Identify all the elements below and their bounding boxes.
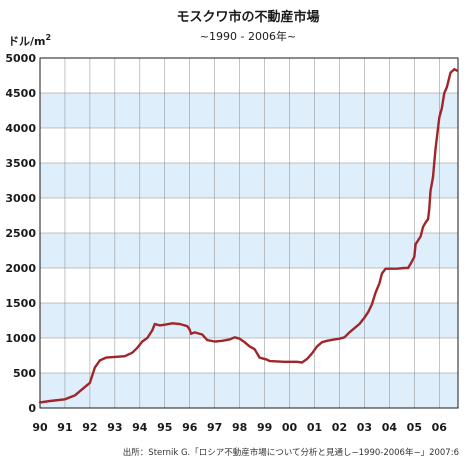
y-tick-label: 3500 <box>5 157 36 170</box>
y-tick-label: 4000 <box>5 122 36 135</box>
x-tick-label: 97 <box>207 421 222 434</box>
x-tick-label: 91 <box>57 421 72 434</box>
y-tick-label: 3000 <box>5 192 36 205</box>
y-tick-label: 1000 <box>5 332 36 345</box>
plot-band <box>40 93 458 128</box>
plot-band <box>40 373 458 408</box>
x-tick-label: 04 <box>382 421 398 434</box>
y-tick-label: 5000 <box>5 52 36 65</box>
y-axis-unit-superscript: 2 <box>45 33 51 42</box>
x-tick-label: 05 <box>407 421 422 434</box>
x-tick-label: 06 <box>432 421 448 434</box>
x-tick-label: 99 <box>257 421 272 434</box>
x-tick-label: 00 <box>282 421 298 434</box>
y-axis-ticks: 0 500 1000 1500 2000 2500 3000 3500 4000 4500 5000 <box>5 52 36 415</box>
x-tick-label: 93 <box>107 421 122 434</box>
y-tick-label: 0 <box>28 402 36 415</box>
y-axis-unit: ドル/m2 <box>8 33 51 48</box>
plot-band <box>40 303 458 338</box>
x-tick-label: 03 <box>357 421 372 434</box>
y-tick-label: 4500 <box>5 87 36 100</box>
y-tick-label: 2500 <box>5 227 36 240</box>
plot-frame <box>39 57 459 409</box>
x-tick-label: 94 <box>132 421 148 434</box>
y-axis-unit-base: ドル/m <box>8 35 45 48</box>
x-tick-label: 98 <box>232 421 247 434</box>
x-tick-label: 90 <box>32 421 48 434</box>
x-axis-ticks: 90 91 92 93 94 95 96 97 98 99 00 01 02 03 04 05 06 <box>32 421 447 434</box>
plot-band <box>40 163 458 198</box>
x-tick-label: 96 <box>182 421 198 434</box>
y-tick-label: 500 <box>13 367 36 380</box>
chart-title: モスクワ市の不動産市場 <box>176 9 319 25</box>
price-line <box>38 68 458 404</box>
x-tick-label: 92 <box>82 421 97 434</box>
x-tick-label: 95 <box>157 421 172 434</box>
x-tick-label: 01 <box>307 421 322 434</box>
x-tick-label: 02 <box>332 421 347 434</box>
source-note: 出所：Sternik G.「ロシア不動産市場について分析と見通し−1990-20… <box>123 447 459 458</box>
chart-subtitle: ~1990 - 2006年~ <box>200 29 296 43</box>
y-tick-label: 1500 <box>5 297 36 310</box>
plot-band <box>40 233 458 268</box>
y-tick-label: 2000 <box>5 262 36 275</box>
